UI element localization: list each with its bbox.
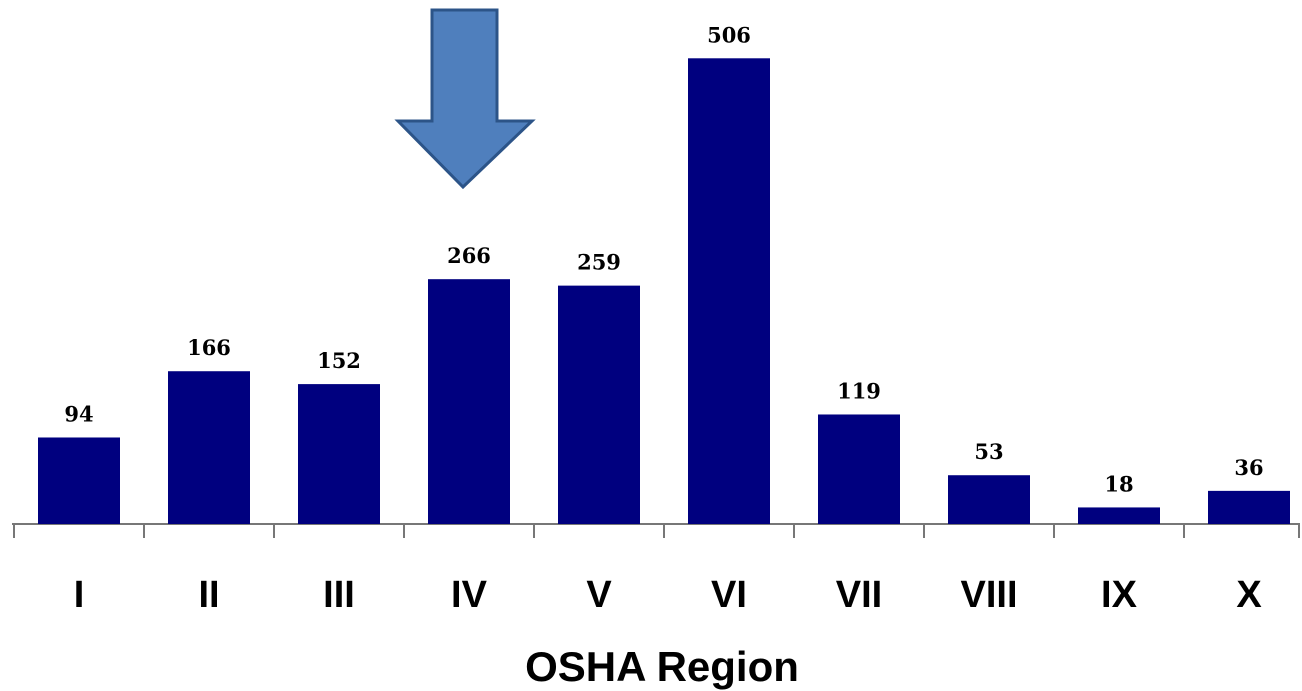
bar	[38, 437, 120, 524]
x-tick-label: VII	[836, 574, 882, 616]
bar	[1078, 507, 1160, 524]
value-label: 152	[317, 348, 361, 373]
bar	[818, 414, 900, 524]
x-tick-label: IV	[451, 574, 488, 616]
x-tick-label: II	[198, 574, 219, 616]
x-tick-label: VI	[711, 574, 747, 616]
bar	[558, 285, 640, 524]
x-tick-label: VIII	[960, 574, 1017, 616]
bar	[168, 371, 250, 524]
bar	[948, 475, 1030, 524]
bar	[688, 58, 770, 524]
x-tick-label: X	[1236, 574, 1262, 616]
value-label: 266	[447, 243, 491, 268]
value-label: 166	[187, 335, 231, 360]
x-axis-label: OSHA Region	[525, 643, 799, 690]
bar	[428, 279, 510, 524]
x-tick-label: III	[323, 574, 355, 616]
value-label: 119	[837, 378, 881, 403]
bar	[298, 384, 380, 524]
x-tick-label: I	[74, 574, 85, 616]
value-label: 259	[577, 250, 621, 275]
x-tick-label: IX	[1101, 574, 1138, 616]
value-label: 506	[707, 22, 751, 47]
bar	[1208, 490, 1290, 524]
value-label: 18	[1104, 471, 1133, 496]
x-tick-label: V	[586, 574, 612, 616]
value-label: 36	[1234, 455, 1263, 480]
value-label: 94	[64, 401, 93, 426]
value-label: 53	[974, 439, 1003, 464]
arrow	[394, 8, 536, 190]
